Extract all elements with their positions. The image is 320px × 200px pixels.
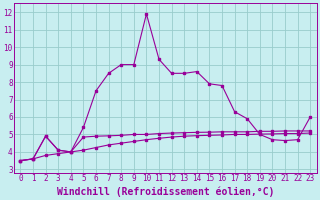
X-axis label: Windchill (Refroidissement éolien,°C): Windchill (Refroidissement éolien,°C) [57,186,274,197]
